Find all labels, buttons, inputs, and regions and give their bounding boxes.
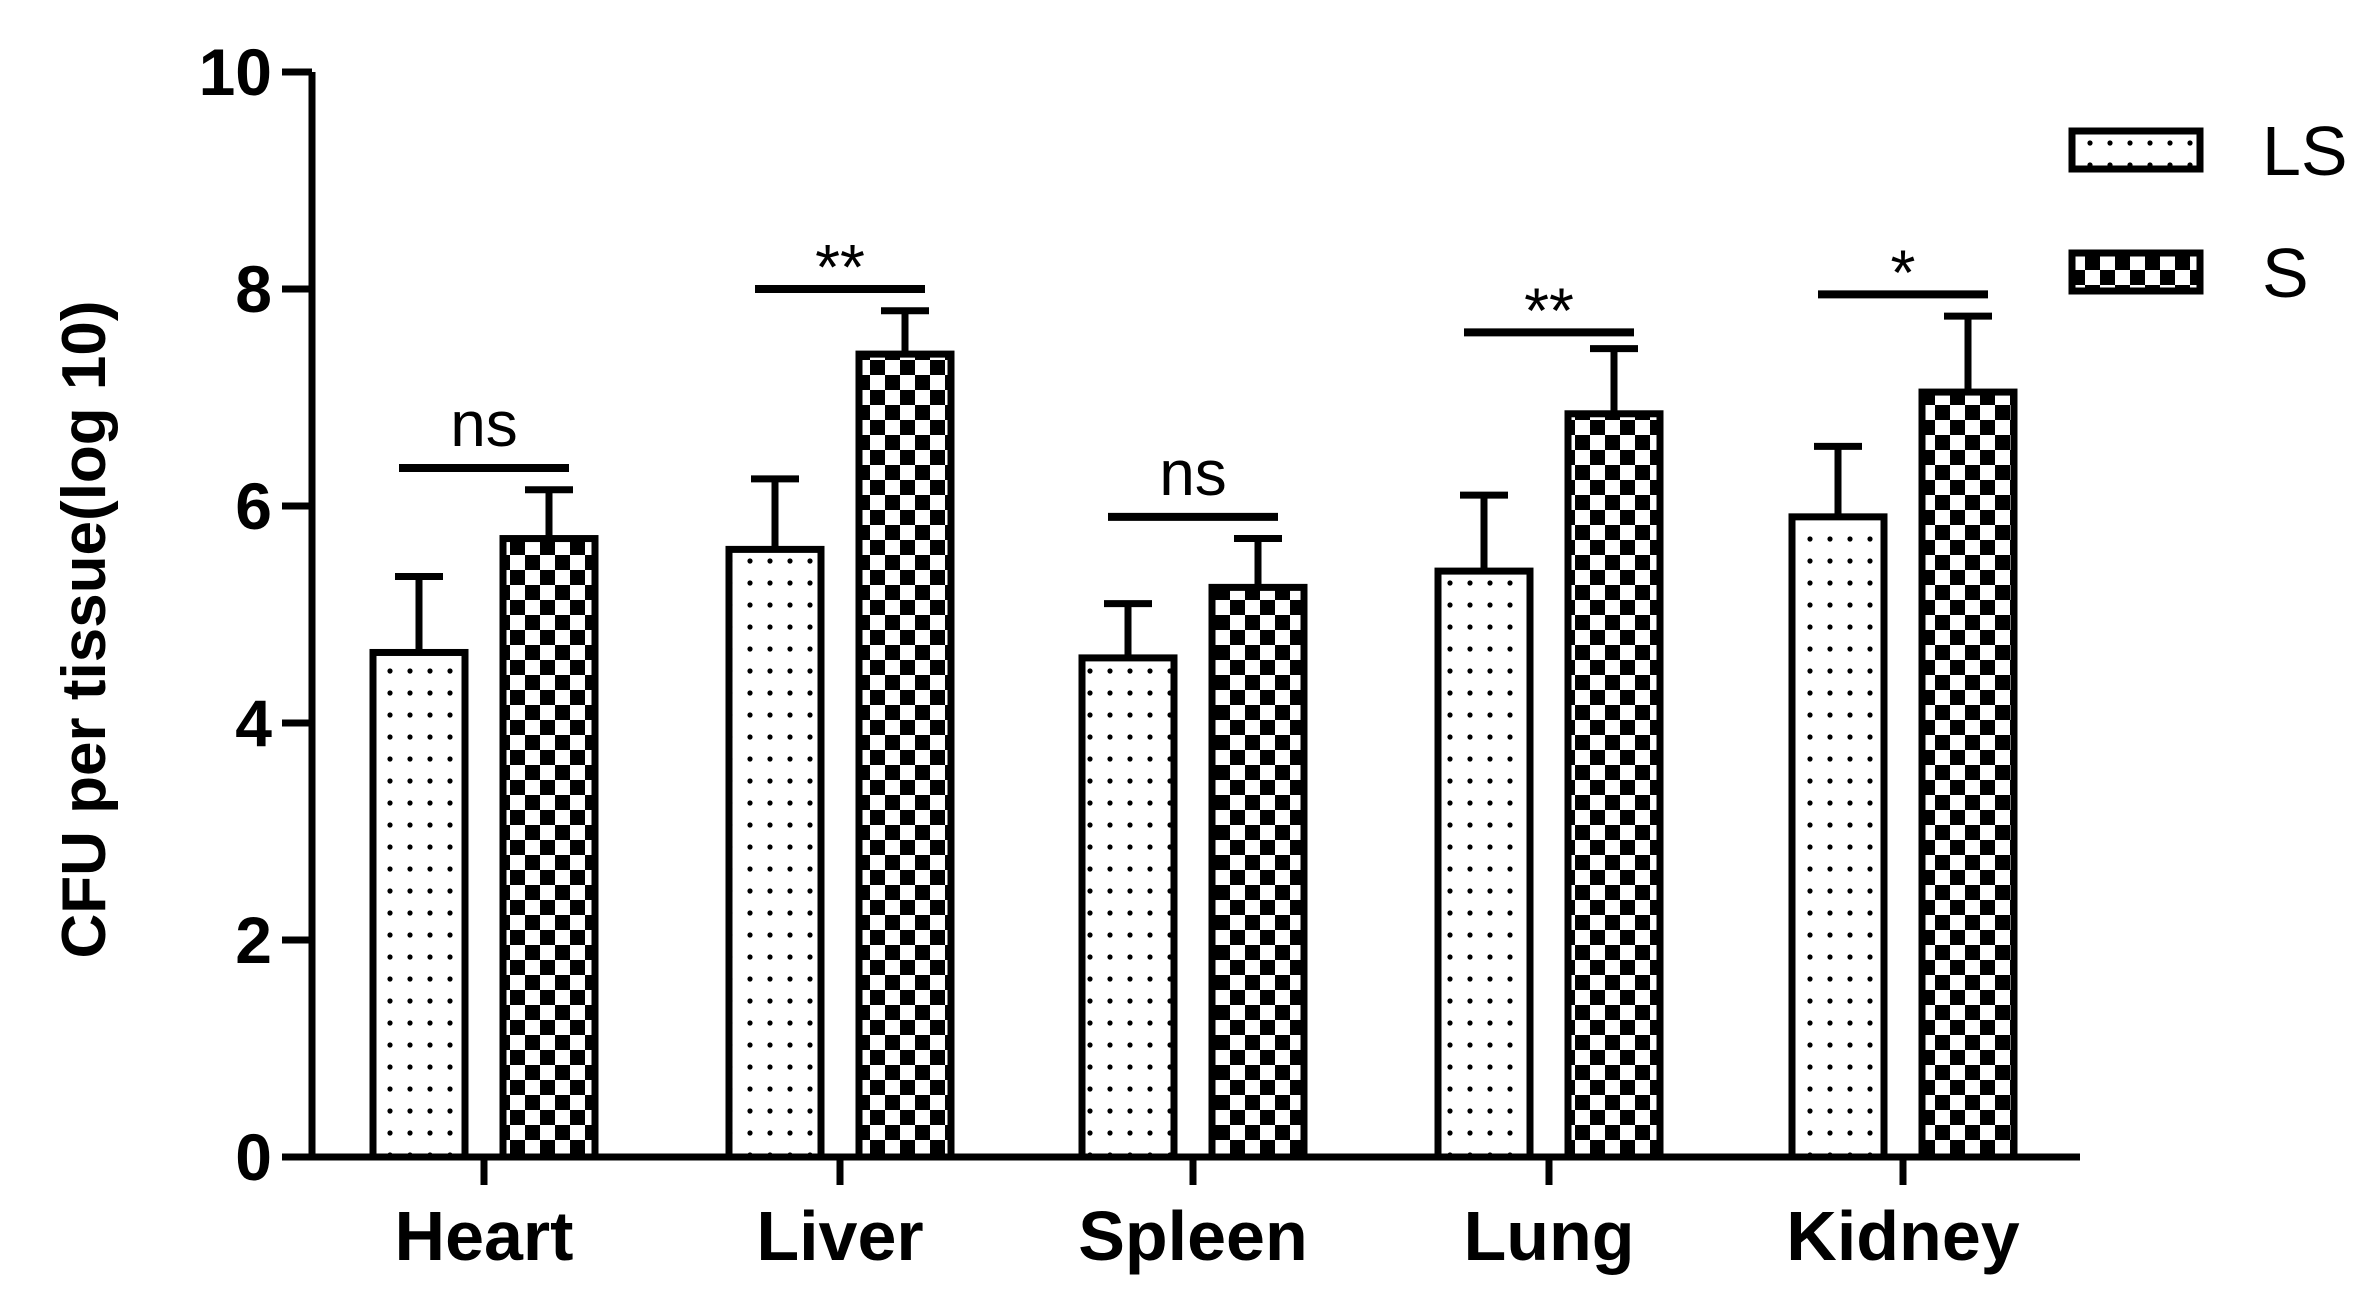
significance-label: * <box>1891 236 1916 308</box>
y-axis-title: CFU per tissue(log 10) <box>50 301 119 959</box>
bars <box>369 307 2018 1161</box>
significance-label: ns <box>1159 437 1227 509</box>
bar-s-liver <box>855 350 955 1161</box>
axes: 0 2 4 6 8 10 CFU per tissue(log 10) Heart Liver S… <box>50 35 2080 1275</box>
bar-s-kidney <box>1918 388 2018 1161</box>
bar-ls-lung <box>1434 567 1534 1161</box>
bar-s-lung <box>1564 410 1664 1161</box>
y-tick-label: 6 <box>235 469 272 543</box>
y-tick-label: 0 <box>235 1120 272 1194</box>
bar-s-heart <box>499 535 599 1161</box>
x-tick-label: Kidney <box>1786 1197 2019 1275</box>
significance-label: ** <box>815 231 865 303</box>
x-tick-label: Liver <box>756 1197 923 1275</box>
x-tick-label: Heart <box>395 1197 574 1275</box>
significance-label: ** <box>1524 274 1574 346</box>
y-tick-label: 8 <box>235 252 272 326</box>
legend-label-ls: LS <box>2262 112 2348 190</box>
bar-ls-kidney <box>1788 513 1888 1161</box>
legend-label-s: S <box>2262 234 2309 312</box>
legend-swatch-s <box>2068 249 2204 295</box>
legend: LS S <box>2068 112 2348 312</box>
y-tick-label: 2 <box>235 903 272 977</box>
significance-label: ns <box>450 388 518 460</box>
bar-ls-spleen <box>1078 654 1178 1161</box>
x-tick-label: Lung <box>1463 1197 1634 1275</box>
y-tick-label: 4 <box>235 686 272 760</box>
bar-s-spleen <box>1208 583 1308 1161</box>
legend-swatch-ls <box>2068 127 2204 173</box>
x-tick-label: Spleen <box>1078 1197 1308 1275</box>
y-tick-label: 10 <box>199 35 272 109</box>
bar-ls-liver <box>725 545 825 1161</box>
bar-ls-heart <box>369 648 469 1161</box>
significance-annotations: ns**ns*** <box>399 231 1988 521</box>
